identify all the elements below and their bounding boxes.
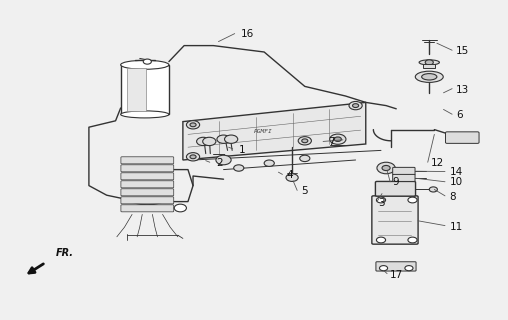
Text: 12: 12 [431, 158, 444, 168]
Circle shape [379, 266, 388, 271]
Text: 1: 1 [239, 145, 245, 156]
Text: 13: 13 [456, 84, 469, 95]
Text: 11: 11 [450, 221, 463, 232]
Circle shape [143, 59, 151, 64]
Bar [127, 68, 146, 111]
Text: 5: 5 [301, 186, 308, 196]
Circle shape [376, 237, 386, 243]
FancyBboxPatch shape [423, 64, 435, 68]
Circle shape [174, 204, 186, 212]
Ellipse shape [419, 60, 439, 65]
Circle shape [190, 123, 196, 127]
Circle shape [217, 135, 230, 143]
Text: 17: 17 [390, 269, 403, 280]
Circle shape [197, 137, 210, 146]
Ellipse shape [422, 74, 437, 80]
Circle shape [425, 60, 433, 65]
FancyBboxPatch shape [121, 189, 174, 196]
FancyBboxPatch shape [446, 132, 479, 143]
Circle shape [330, 134, 346, 144]
FancyBboxPatch shape [393, 167, 415, 175]
Circle shape [298, 137, 311, 145]
Circle shape [216, 155, 231, 165]
FancyBboxPatch shape [121, 181, 174, 188]
Circle shape [408, 197, 417, 203]
Circle shape [186, 121, 200, 129]
Circle shape [408, 237, 417, 243]
Text: 7: 7 [328, 137, 334, 148]
FancyBboxPatch shape [372, 196, 418, 244]
Circle shape [429, 187, 437, 192]
Ellipse shape [121, 60, 169, 69]
Circle shape [190, 155, 196, 159]
Circle shape [405, 266, 413, 271]
Circle shape [302, 139, 308, 143]
Circle shape [377, 162, 395, 174]
Circle shape [234, 165, 244, 171]
Text: 9: 9 [393, 177, 399, 188]
FancyBboxPatch shape [121, 205, 174, 212]
Ellipse shape [121, 111, 169, 118]
Text: 6: 6 [456, 110, 463, 120]
FancyBboxPatch shape [375, 181, 416, 196]
Text: 16: 16 [241, 28, 255, 39]
Polygon shape [183, 102, 366, 160]
Circle shape [334, 137, 341, 141]
FancyBboxPatch shape [376, 262, 416, 271]
FancyBboxPatch shape [393, 174, 415, 181]
Text: 3: 3 [378, 197, 385, 208]
Circle shape [349, 101, 362, 110]
Text: 2: 2 [216, 158, 223, 168]
Text: 14: 14 [450, 167, 463, 177]
Circle shape [382, 165, 390, 171]
Text: FR.: FR. [56, 248, 74, 258]
Text: 10: 10 [450, 177, 463, 188]
Circle shape [264, 160, 274, 166]
Circle shape [203, 137, 216, 146]
FancyBboxPatch shape [121, 197, 174, 204]
FancyBboxPatch shape [121, 165, 174, 172]
Text: 15: 15 [456, 46, 469, 56]
Text: 4: 4 [286, 170, 293, 180]
Circle shape [353, 104, 359, 108]
Circle shape [286, 174, 298, 181]
FancyBboxPatch shape [121, 65, 169, 115]
Ellipse shape [415, 71, 443, 83]
Text: PGMFI: PGMFI [254, 129, 273, 134]
Circle shape [225, 135, 238, 143]
Circle shape [300, 155, 310, 162]
Circle shape [376, 197, 386, 203]
Circle shape [186, 153, 200, 161]
FancyBboxPatch shape [121, 157, 174, 164]
FancyBboxPatch shape [121, 173, 174, 180]
Text: 8: 8 [450, 192, 456, 202]
